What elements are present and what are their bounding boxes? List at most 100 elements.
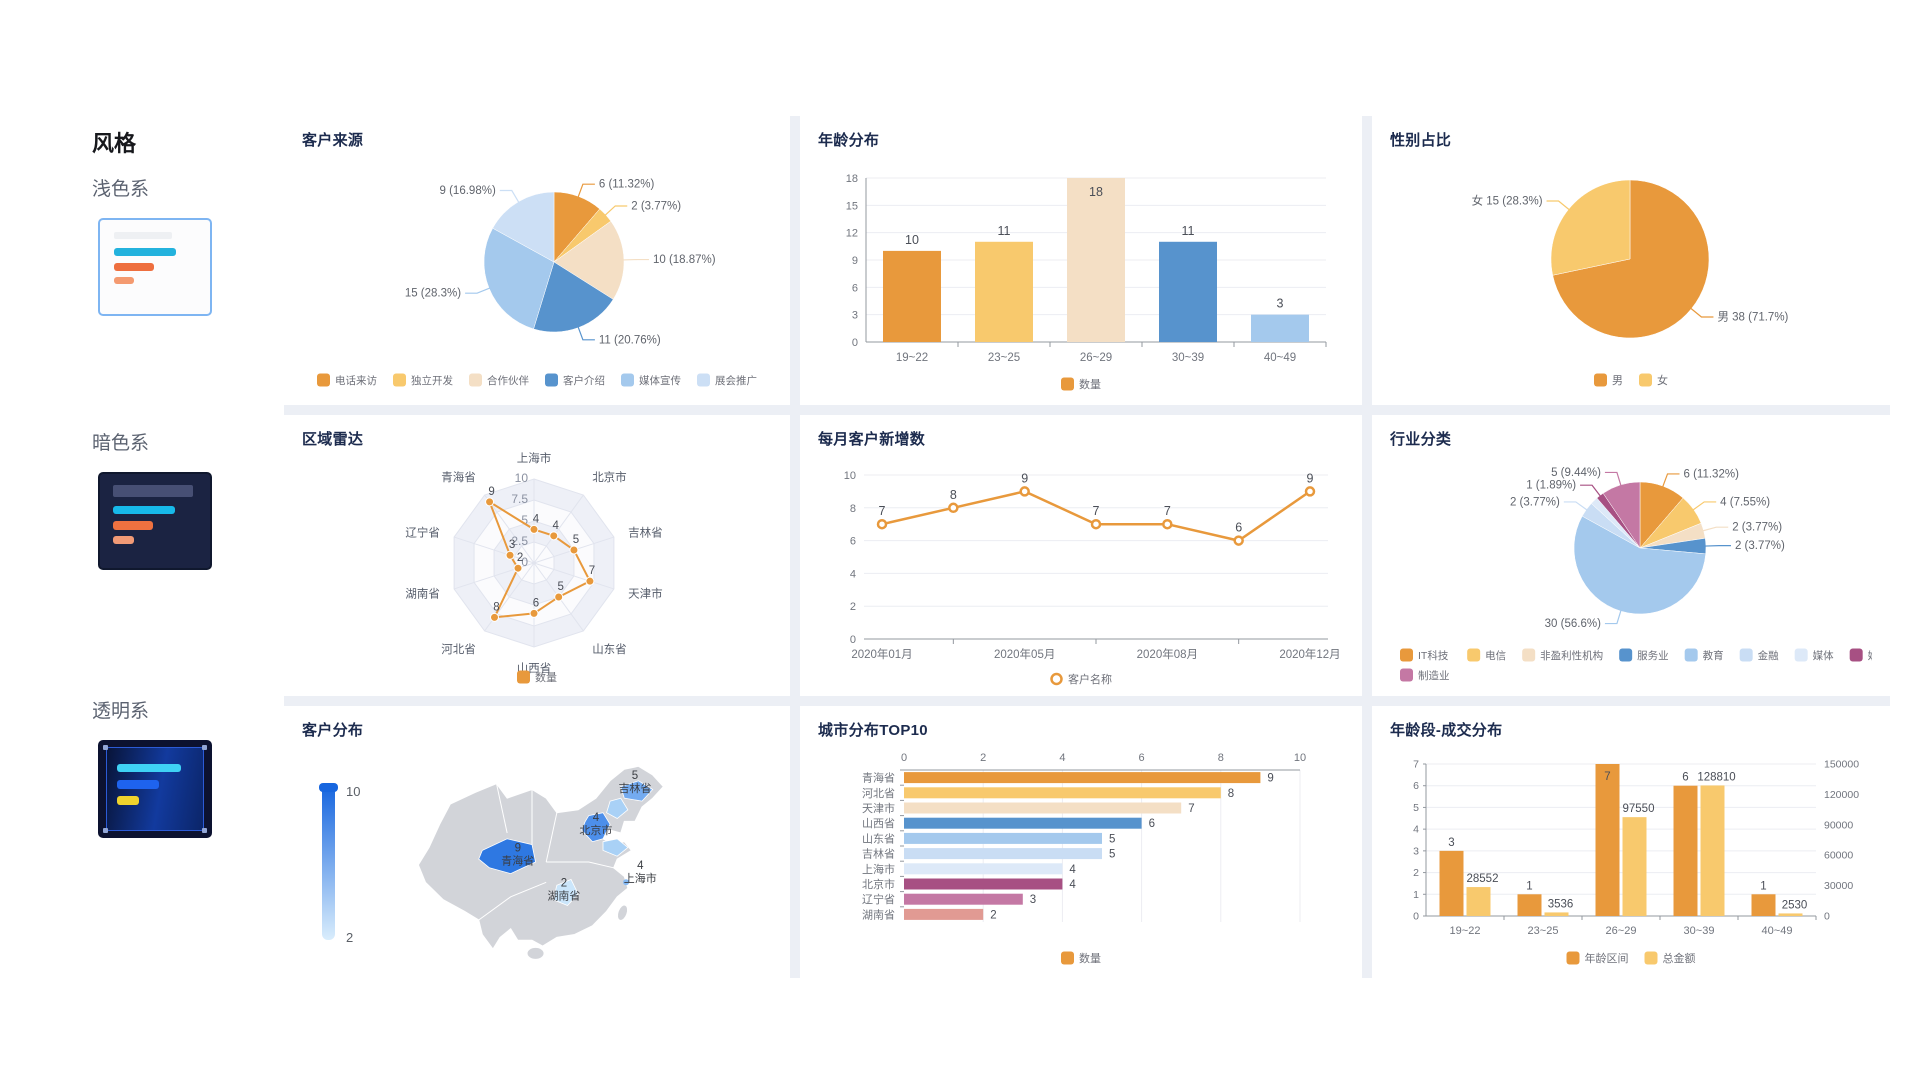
style-thumbnail-transparent[interactable]: [98, 740, 212, 838]
hbar-北京市[interactable]: [904, 878, 1063, 890]
province-上海市[interactable]: [623, 879, 630, 886]
hbar-chart-city-top10[interactable]: 0 2 4 6 8 10 9 青海省 8 河北省 7 天津市 6 山西省 5 山东省 5 吉林省 4 上海市 4 北京市 3…: [818, 742, 1344, 968]
legend-item[interactable]: 女: [1639, 373, 1668, 387]
data-point[interactable]: [1233, 535, 1244, 546]
hbar-青海省[interactable]: [904, 772, 1261, 784]
data-point[interactable]: [505, 550, 515, 560]
hbar-山东省[interactable]: [904, 832, 1102, 844]
bar-19~22[interactable]: [883, 250, 941, 342]
visualmap-bar[interactable]: [322, 786, 335, 940]
legend-item[interactable]: 媒体: [1794, 648, 1835, 663]
legend-item[interactable]: 合作伙伴: [469, 373, 529, 388]
data-point[interactable]: [1162, 518, 1173, 530]
legend-label: 数量: [1079, 378, 1101, 391]
hbar-湖南省[interactable]: [904, 908, 984, 920]
hbar-河北省[interactable]: [904, 787, 1221, 799]
legend-item[interactable]: 数量: [1061, 377, 1101, 392]
data-point[interactable]: [554, 592, 564, 602]
legend-item[interactable]: 数量: [1061, 951, 1101, 966]
legend-item[interactable]: 金融: [1739, 648, 1780, 663]
legend-item[interactable]: 客户介绍: [545, 373, 605, 388]
pie-chart-customer-source[interactable]: 6 (11.32%) 2 (3.77%) 10 (18.87%) 11 (20.76%…: [302, 152, 772, 394]
bar-40~49[interactable]: [1251, 314, 1309, 342]
data-point[interactable]: [948, 502, 959, 514]
legend-item[interactable]: IT科技: [1400, 648, 1449, 663]
selection-handle[interactable]: [202, 828, 207, 833]
dualbar-chart-age-deal[interactable]: 0 1 2 3 4 5 6 7 0 30000 60000 90000 120000 150000 3 285…: [1390, 742, 1872, 968]
bar-总金额[interactable]: [1778, 913, 1803, 916]
data-point[interactable]: [549, 531, 559, 541]
legend-label: 数量: [535, 671, 557, 684]
data-point[interactable]: [1090, 518, 1102, 530]
data-point[interactable]: [876, 518, 888, 530]
hbar-上海市[interactable]: [904, 863, 1063, 875]
bar-年龄区间[interactable]: [1673, 785, 1698, 916]
data-point[interactable]: [569, 545, 579, 555]
bar-30~39[interactable]: [1159, 241, 1217, 342]
pie-slice-女[interactable]: [1550, 179, 1631, 276]
bar-年龄区间[interactable]: [1595, 764, 1620, 916]
hbar-天津市[interactable]: [904, 802, 1182, 814]
legend-item[interactable]: 教育: [1684, 648, 1724, 663]
pie-label: 1 (1.89%): [1526, 480, 1576, 492]
legend-item[interactable]: 电话来访: [317, 373, 377, 388]
selection-handle[interactable]: [103, 745, 108, 750]
bar-value-label: 2: [990, 909, 996, 921]
style-thumbnail-light[interactable]: [98, 218, 212, 316]
data-point[interactable]: [485, 497, 495, 507]
bar-年龄区间[interactable]: [1751, 894, 1776, 916]
pie-chart-industry[interactable]: 6 (11.32%) 4 (7.55%) 2 (3.77%) 2 (3.77%) 30 …: [1390, 451, 1872, 687]
panel-title: 每月客户新增数: [818, 431, 926, 448]
legend-item[interactable]: 娱乐: [1849, 648, 1872, 663]
china-mainland[interactable]: [417, 765, 665, 950]
legend-item[interactable]: 展会推广: [697, 373, 757, 388]
legend-item[interactable]: 年龄区间: [1566, 951, 1629, 965]
line-chart-monthly-new[interactable]: 0 2 4 6 8 10 7 2020年01月 8 9 2020年05月 7 7 2020年08月 6 9 20…: [818, 451, 1344, 687]
legend-item[interactable]: 非盈利性机构: [1522, 648, 1603, 663]
data-point[interactable]: [1304, 486, 1316, 497]
selection-handle[interactable]: [103, 828, 108, 833]
legend-item[interactable]: 男: [1594, 373, 1623, 388]
province-北京市[interactable]: [581, 812, 611, 843]
legend-item[interactable]: 媒体宣传: [621, 373, 681, 388]
data-point[interactable]: [513, 563, 523, 573]
bar-23~25[interactable]: [975, 241, 1033, 342]
province-吉林省[interactable]: [620, 780, 654, 802]
province-湖南省[interactable]: [552, 878, 579, 906]
bar-总金额[interactable]: [1622, 817, 1647, 916]
bar-26~29[interactable]: [1067, 178, 1125, 342]
hainan-island[interactable]: [527, 947, 544, 959]
hbar-山西省[interactable]: [904, 817, 1142, 829]
data-point[interactable]: [529, 608, 539, 618]
legend-item[interactable]: 电信: [1467, 648, 1506, 663]
bar-chart-age-distribution[interactable]: 0 3 6 9 12 15 18 10 19~22 11 23~25 18 26~29 11 30~39 3 4…: [818, 152, 1344, 394]
legend-item[interactable]: 客户名称: [1050, 672, 1113, 686]
style-thumbnail-dark[interactable]: [98, 472, 212, 570]
legend-item[interactable]: 制造业: [1400, 668, 1450, 683]
data-point[interactable]: [490, 612, 500, 622]
legend-item[interactable]: 服务业: [1619, 648, 1669, 663]
legend-item[interactable]: 独立开发: [393, 373, 453, 388]
hbar-吉林省[interactable]: [904, 848, 1102, 860]
x-axis-label: 19~22: [896, 352, 928, 364]
selection-handle[interactable]: [202, 745, 207, 750]
bar-年龄区间[interactable]: [1439, 850, 1464, 916]
bar-总金额[interactable]: [1544, 912, 1569, 916]
legend-item[interactable]: 数量: [517, 670, 557, 685]
data-point[interactable]: [1019, 486, 1030, 497]
y-axis-label: 辽宁省: [862, 892, 895, 906]
bar-年龄区间[interactable]: [1517, 894, 1542, 916]
bar-总金额[interactable]: [1700, 785, 1725, 916]
bar-总金额[interactable]: [1466, 887, 1491, 916]
pie-chart-gender-ratio[interactable]: 男 38 (71.7%) 女 15 (28.3%) 男 女: [1390, 152, 1872, 394]
hbar-辽宁省[interactable]: [904, 893, 1023, 905]
legend-item[interactable]: 总金额: [1644, 951, 1696, 965]
province-山东带[interactable]: [602, 838, 629, 857]
province-辽宁带[interactable]: [606, 797, 629, 819]
taiwan-island[interactable]: [616, 904, 629, 921]
data-point[interactable]: [585, 576, 595, 586]
radar-chart-region[interactable]: 上海市北京市吉林省天津市山东省山西省河北省湖南省辽宁省青海省02.557.510…: [302, 451, 772, 687]
province-青海省[interactable]: [478, 838, 537, 875]
data-point[interactable]: [529, 524, 539, 534]
